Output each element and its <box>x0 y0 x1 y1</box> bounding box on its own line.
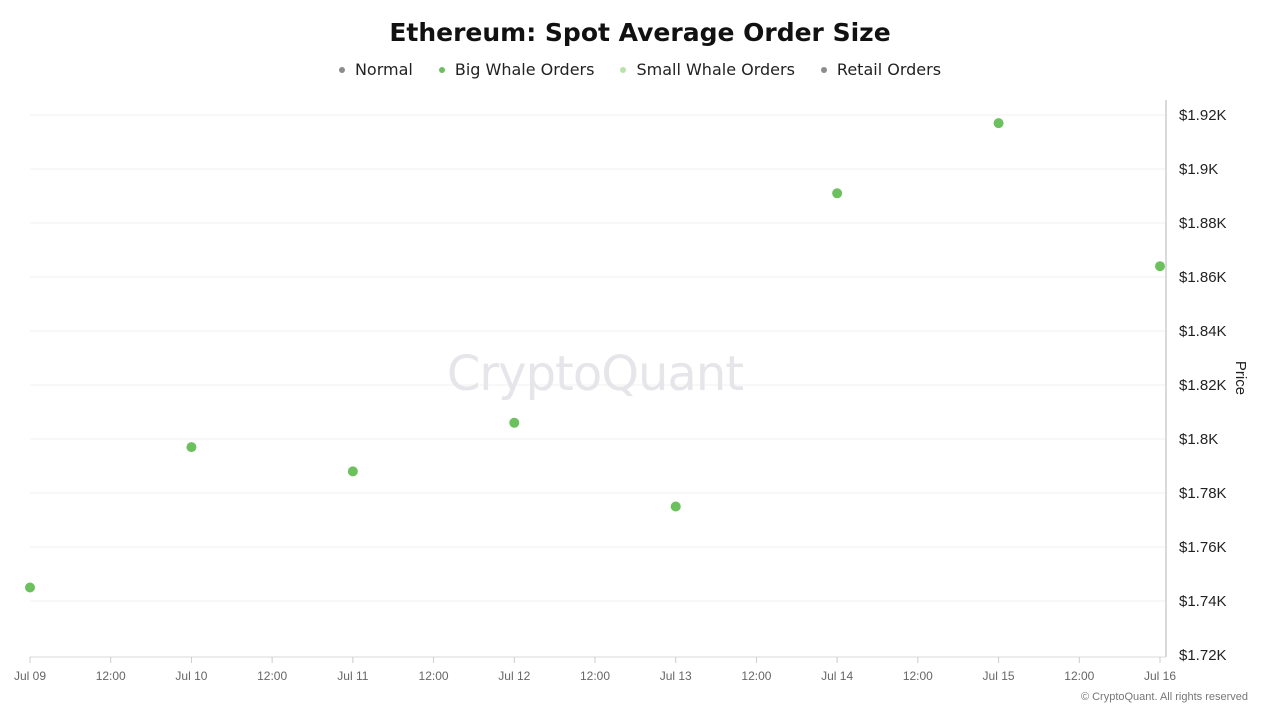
x-tick-label: Jul 10 <box>175 669 207 683</box>
x-tick-label: Jul 13 <box>660 669 692 683</box>
x-tick-label: Jul 12 <box>498 669 530 683</box>
axes <box>30 100 1167 658</box>
legend-item-normal[interactable]: Normal <box>338 60 413 79</box>
legend-label: Retail Orders <box>836 60 942 79</box>
data-point <box>347 466 358 477</box>
x-axis-ticks: Jul 09 12:00 Jul 10 12:00 Jul 11 12:00 Jul 12 1… <box>14 657 1176 683</box>
data-point <box>832 188 843 199</box>
y-tick-label: $1.9K <box>1179 161 1218 178</box>
x-tick-label: Jul 11 <box>337 669 368 683</box>
y-tick-label: $1.72K <box>1179 647 1227 664</box>
y-axis-ticks: $1.72K $1.74K $1.76K $1.78K $1.8K $1.82K $1.84… <box>1179 107 1227 664</box>
x-tick-label: 12:00 <box>903 669 933 683</box>
y-tick-label: $1.8K <box>1179 431 1218 448</box>
x-tick-label: 12:00 <box>580 669 610 683</box>
y-tick-label: $1.78K <box>1179 485 1227 502</box>
copyright-notice: © CryptoQuant. All rights reserved <box>1080 691 1248 703</box>
legend-marker <box>820 66 827 73</box>
watermark-text: CryptoQuant <box>447 346 743 402</box>
gridlines <box>30 114 1166 602</box>
data-point <box>670 501 681 512</box>
x-tick-label: Jul 16 <box>1144 669 1176 683</box>
legend-item-big-whale-orders[interactable]: Big Whale Orders <box>438 60 595 79</box>
data-point <box>993 118 1004 129</box>
y-tick-label: $1.92K <box>1179 107 1227 124</box>
y-tick-label: $1.84K <box>1179 323 1227 340</box>
x-tick-label: Jul 14 <box>821 669 853 683</box>
y-tick-label: $1.86K <box>1179 269 1227 286</box>
y-axis-label: Price <box>1232 361 1249 395</box>
data-point <box>509 417 520 428</box>
legend-label: Big Whale Orders <box>454 60 595 79</box>
data-point <box>25 582 35 593</box>
x-tick-label: Jul 15 <box>983 669 1015 683</box>
legend-marker <box>620 66 627 73</box>
legend-marker <box>338 66 345 73</box>
legend-label: Small Whale Orders <box>636 60 795 79</box>
data-point <box>186 442 197 453</box>
x-tick-label: 12:00 <box>1064 669 1094 683</box>
x-tick-label: 12:00 <box>257 669 287 683</box>
x-tick-label: 12:00 <box>741 669 771 683</box>
legend-label: Normal <box>354 60 413 79</box>
data-points <box>25 118 1165 593</box>
x-tick-label: Jul 09 <box>14 669 46 683</box>
chart-legend: Normal Big Whale Orders Small Whale Orde… <box>0 60 1280 79</box>
legend-marker <box>438 66 445 73</box>
y-tick-label: $1.82K <box>1179 377 1227 394</box>
legend-item-retail-orders[interactable]: Retail Orders <box>820 60 942 79</box>
x-tick-label: 12:00 <box>96 669 126 683</box>
y-tick-label: $1.88K <box>1179 215 1227 232</box>
y-tick-label: $1.74K <box>1179 593 1227 610</box>
legend-item-small-whale-orders[interactable]: Small Whale Orders <box>620 60 795 79</box>
chart-title: Ethereum: Spot Average Order Size <box>389 18 891 47</box>
y-tick-label: $1.76K <box>1179 539 1227 556</box>
data-point <box>1155 261 1165 272</box>
x-tick-label: 12:00 <box>419 669 449 683</box>
